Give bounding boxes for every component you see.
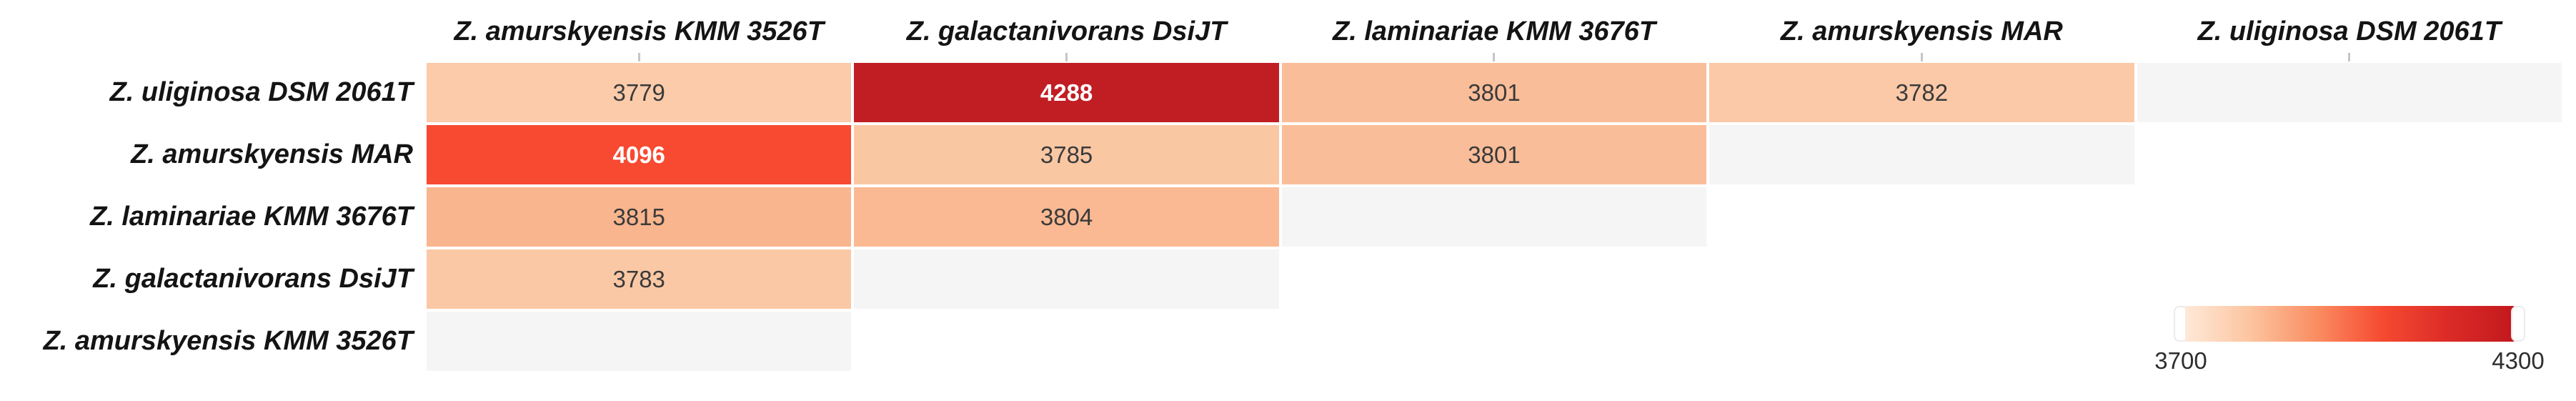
column-header-galactanivorans-dsijt: Z. galactanivorans DsiJT bbox=[906, 16, 1227, 46]
legend-gradient bbox=[2185, 306, 2514, 342]
heatmap-cell bbox=[1709, 312, 2134, 371]
heatmap-cell: 4096 bbox=[427, 125, 852, 184]
column-tick bbox=[2348, 53, 2351, 61]
heatmap-cell bbox=[2137, 63, 2562, 122]
heatmap-cell: 3815 bbox=[427, 187, 852, 247]
heatmap-cell: 3801 bbox=[1281, 125, 1707, 184]
row-header-galactanivorans-dsijt: Z. galactanivorans DsiJT bbox=[93, 264, 413, 294]
heatmap-cell bbox=[1281, 312, 1707, 371]
heatmap-cell: 3804 bbox=[854, 187, 1279, 247]
heatmap-cell bbox=[427, 312, 852, 371]
heatmap-cell bbox=[854, 312, 1279, 371]
heatmap-cell bbox=[2137, 249, 2562, 309]
heatmap-cell bbox=[2137, 125, 2562, 184]
column-header-uliginosa-dsm2061t: Z. uliginosa DSM 2061T bbox=[2197, 16, 2501, 46]
heatmap-cell: 3801 bbox=[1281, 63, 1707, 122]
legend-max-label: 4300 bbox=[2492, 347, 2545, 374]
row-header-laminariae-kmm3676t: Z. laminariae KMM 3676T bbox=[90, 202, 413, 232]
color-legend bbox=[2174, 306, 2525, 342]
row-header-amurskyensis-kmm3526t: Z. amurskyensis KMM 3526T bbox=[43, 326, 413, 356]
heatmap-cell bbox=[1709, 125, 2134, 184]
heatmap-cell bbox=[1709, 249, 2134, 309]
heatmap-cell bbox=[2137, 187, 2562, 247]
column-tick bbox=[1920, 53, 1923, 61]
heatmap-cell: 3783 bbox=[427, 249, 852, 309]
row-headers: Z. uliginosa DSM 2061T Z. amurskyensis M… bbox=[0, 63, 413, 371]
heatmap-cell bbox=[1709, 187, 2134, 247]
heatmap-cell: 3782 bbox=[1709, 63, 2134, 122]
column-header-amurskyensis-mar: Z. amurskyensis MAR bbox=[1780, 16, 2063, 46]
row-header-uliginosa-dsm2061t: Z. uliginosa DSM 2061T bbox=[109, 77, 413, 107]
column-ticks bbox=[427, 53, 2562, 63]
legend-min-label: 3700 bbox=[2154, 347, 2207, 374]
heatmap-cell bbox=[854, 249, 1279, 309]
legend-max-cap bbox=[2511, 306, 2525, 342]
column-tick bbox=[637, 53, 640, 61]
column-header-amurskyensis-kmm3526t: Z. amurskyensis KMM 3526T bbox=[454, 16, 824, 46]
column-headers: Z. amurskyensis KMM 3526T Z. galactanivo… bbox=[427, 0, 2562, 49]
column-header-laminariae-kmm3676t: Z. laminariae KMM 3676T bbox=[1333, 16, 1656, 46]
heatmap-cell: 4288 bbox=[854, 63, 1279, 122]
heatmap-cell: 3785 bbox=[854, 125, 1279, 184]
heatmap-cell bbox=[1281, 249, 1707, 309]
column-tick bbox=[1493, 53, 1496, 61]
row-header-amurskyensis-mar: Z. amurskyensis MAR bbox=[131, 139, 413, 169]
heatmap-cell bbox=[1281, 187, 1707, 247]
column-tick bbox=[1065, 53, 1068, 61]
heatmap-cell: 3779 bbox=[427, 63, 852, 122]
